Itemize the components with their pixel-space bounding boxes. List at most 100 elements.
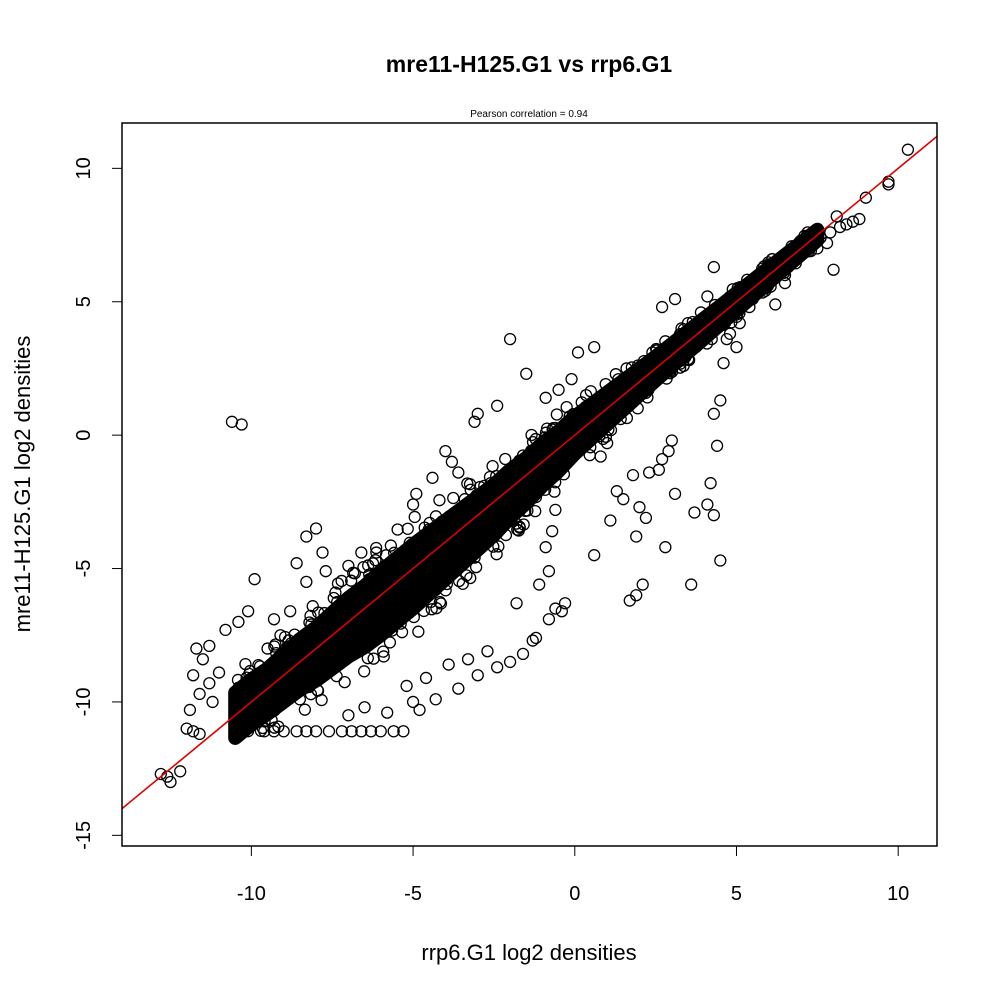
data-point xyxy=(694,306,708,319)
data-point xyxy=(542,565,556,578)
data-point xyxy=(422,540,436,553)
data-point xyxy=(547,421,560,435)
data-point xyxy=(643,466,656,479)
data-point xyxy=(509,497,523,510)
data-point xyxy=(602,423,615,436)
data-point xyxy=(335,574,348,588)
data-point xyxy=(639,511,653,524)
data-point xyxy=(277,725,290,738)
data-point xyxy=(740,279,753,292)
data-point xyxy=(659,541,672,554)
data-point xyxy=(759,282,772,295)
data-point xyxy=(714,554,727,567)
data-point xyxy=(504,498,517,512)
data-point xyxy=(593,429,606,443)
data-point xyxy=(439,569,452,582)
data-point xyxy=(689,341,702,354)
data-point xyxy=(630,530,643,543)
data-point xyxy=(499,452,512,466)
data-point xyxy=(180,722,193,735)
data-point xyxy=(378,559,391,572)
data-point xyxy=(471,407,484,420)
data-point xyxy=(717,356,730,370)
data-point xyxy=(300,575,313,589)
data-point xyxy=(407,610,421,624)
data-point xyxy=(795,234,808,247)
data-point xyxy=(232,615,245,629)
data-point xyxy=(303,616,316,629)
data-point xyxy=(403,582,416,596)
data-point xyxy=(258,703,271,716)
data-point xyxy=(356,638,369,651)
data-point xyxy=(432,541,445,554)
data-point xyxy=(846,215,860,228)
data-point xyxy=(461,510,474,523)
data-point xyxy=(772,252,785,266)
data-point xyxy=(375,617,388,630)
data-point xyxy=(284,637,298,650)
data-point xyxy=(382,591,395,604)
data-point xyxy=(526,435,540,449)
data-point xyxy=(626,469,640,482)
data-point xyxy=(429,510,443,523)
data-point xyxy=(442,542,456,556)
data-point xyxy=(400,679,413,693)
data-point xyxy=(746,292,759,306)
data-point xyxy=(407,549,420,562)
data-point xyxy=(481,488,494,501)
data-point xyxy=(610,485,623,498)
data-point xyxy=(630,589,643,602)
data-point xyxy=(476,516,489,529)
data-point xyxy=(304,609,317,623)
data-point xyxy=(364,725,378,738)
data-point xyxy=(331,595,344,609)
data-point xyxy=(248,573,261,586)
data-point xyxy=(397,725,410,738)
data-point xyxy=(620,362,633,375)
data-point xyxy=(499,528,513,542)
data-point xyxy=(429,693,442,706)
data-point xyxy=(574,438,587,452)
data-point xyxy=(591,418,605,431)
y-axis-label: mre11-H125.G1 log2 densities xyxy=(10,336,35,633)
data-point xyxy=(267,725,281,738)
data-point xyxy=(154,767,167,781)
data-point xyxy=(733,307,746,320)
data-point xyxy=(240,671,253,684)
data-point xyxy=(225,415,239,428)
data-point xyxy=(788,244,801,258)
data-point xyxy=(526,634,539,647)
data-point xyxy=(833,220,847,234)
data-point xyxy=(650,371,664,384)
data-point xyxy=(408,510,421,524)
data-point xyxy=(492,540,505,553)
data-point xyxy=(481,645,494,658)
data-point xyxy=(258,725,271,738)
data-point xyxy=(264,680,277,694)
data-point xyxy=(513,521,526,534)
data-point xyxy=(452,466,465,479)
data-point xyxy=(439,584,452,597)
data-point xyxy=(576,424,589,437)
data-point xyxy=(502,515,515,528)
data-point xyxy=(269,638,282,651)
data-point xyxy=(358,591,372,605)
data-point xyxy=(778,254,792,267)
data-point xyxy=(521,504,534,517)
data-point xyxy=(464,571,477,585)
y-tick-label: 5 xyxy=(73,296,95,307)
data-point xyxy=(397,581,410,594)
data-point xyxy=(604,514,617,527)
y-tick-label: 0 xyxy=(73,430,95,441)
data-point xyxy=(452,516,465,529)
data-point xyxy=(419,576,433,590)
data-point xyxy=(555,605,568,618)
data-point xyxy=(827,263,840,276)
data-point xyxy=(503,655,517,669)
data-point xyxy=(298,703,311,716)
y-tick-label: -5 xyxy=(73,560,95,578)
data-point xyxy=(560,421,573,434)
data-point xyxy=(417,561,431,575)
data-point xyxy=(400,569,413,582)
data-point xyxy=(571,437,585,450)
